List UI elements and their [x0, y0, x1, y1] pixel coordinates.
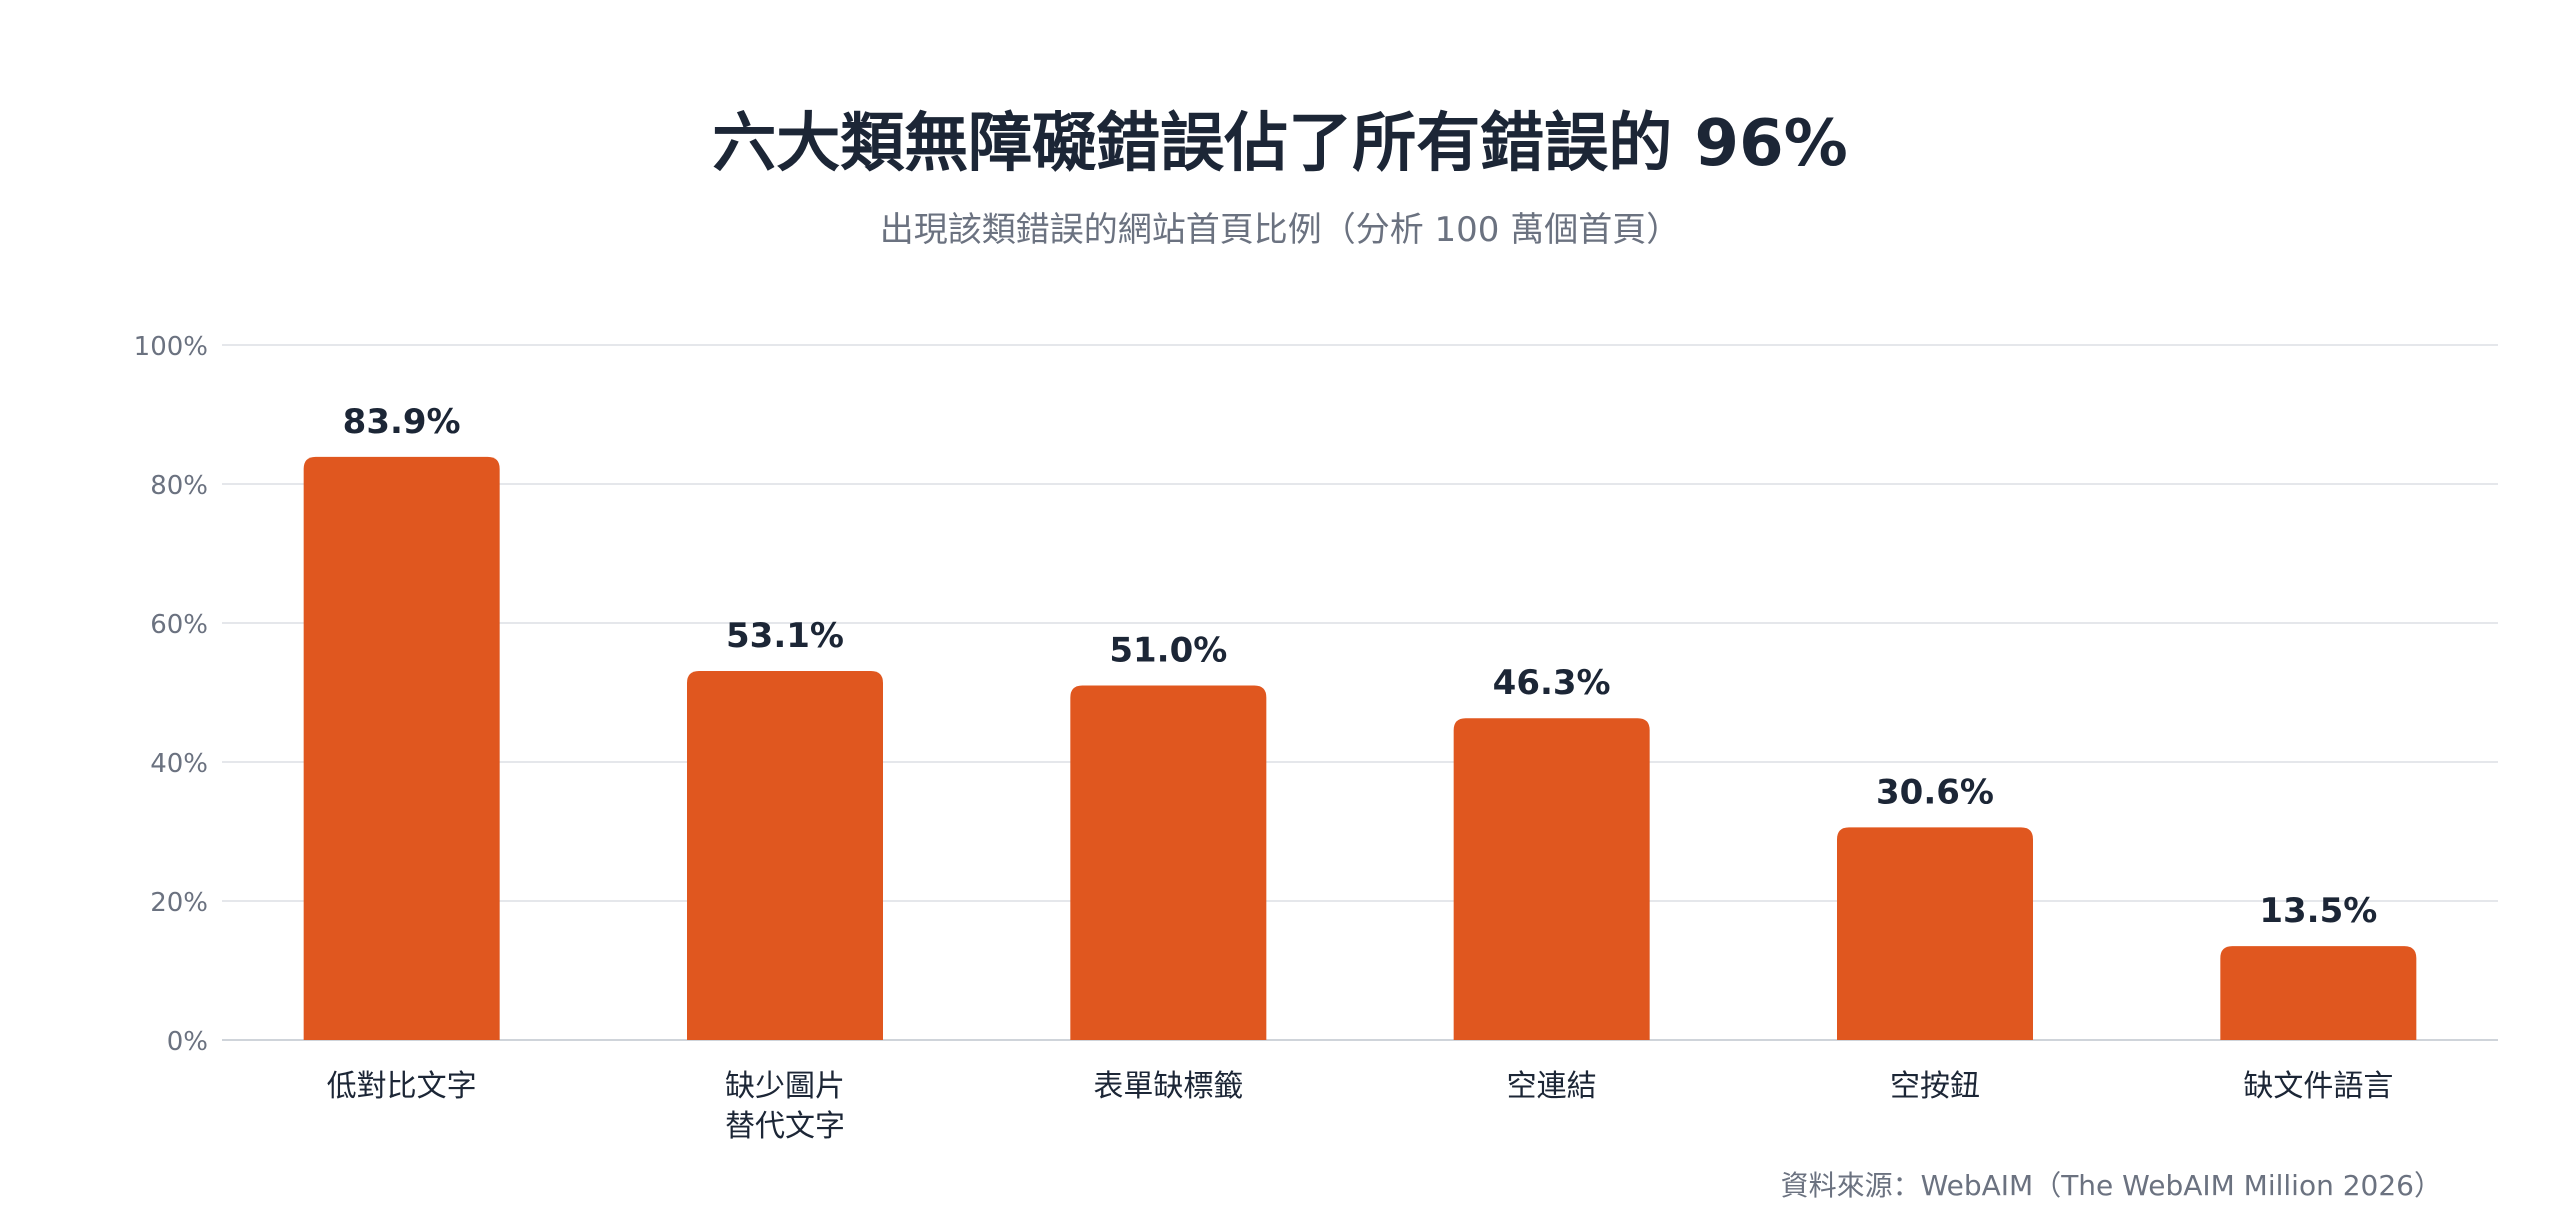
bar-value-label: 46.3%	[1493, 663, 1611, 703]
y-tick-label: 0%	[167, 1027, 208, 1057]
bar-value-label: 53.1%	[726, 616, 844, 656]
bar-value-label: 83.9%	[343, 402, 461, 442]
bar-value-label: 51.0%	[1109, 631, 1227, 671]
bar	[1070, 685, 1267, 1040]
bar	[687, 670, 883, 1040]
x-category-label: 低對比文字	[327, 1069, 477, 1104]
y-tick-label: 20%	[150, 888, 208, 918]
x-category-label: 表單缺標籤	[1093, 1069, 1243, 1104]
x-category-label: 缺文件語言	[2243, 1069, 2393, 1104]
y-tick-label: 60%	[150, 610, 208, 640]
x-category-label: 空按鈕	[1890, 1069, 1980, 1104]
x-category-label: 空連結	[1507, 1069, 1597, 1104]
x-category-label: 替代文字	[725, 1109, 845, 1144]
bar	[303, 456, 500, 1040]
bar	[1453, 718, 1650, 1040]
x-category-label: 缺少圖片	[725, 1069, 845, 1104]
chart-subtitle: 出現該類錯誤的網站首頁比例（分析 100 萬個首頁）	[879, 210, 1681, 250]
y-tick-label: 100%	[134, 332, 208, 362]
bar-value-label: 30.6%	[1876, 772, 1994, 812]
y-tick-label: 80%	[150, 471, 208, 501]
y-tick-label: 40%	[150, 749, 208, 779]
bar-value-label: 13.5%	[2259, 891, 2377, 931]
chart-title: 六大類無障礙錯誤佔了所有錯誤的 96%	[712, 107, 1848, 181]
bar	[1837, 827, 2033, 1040]
bar	[2220, 946, 2417, 1040]
source-note: 資料來源：WebAIM（The WebAIM Million 2026）	[1780, 1169, 2442, 1202]
